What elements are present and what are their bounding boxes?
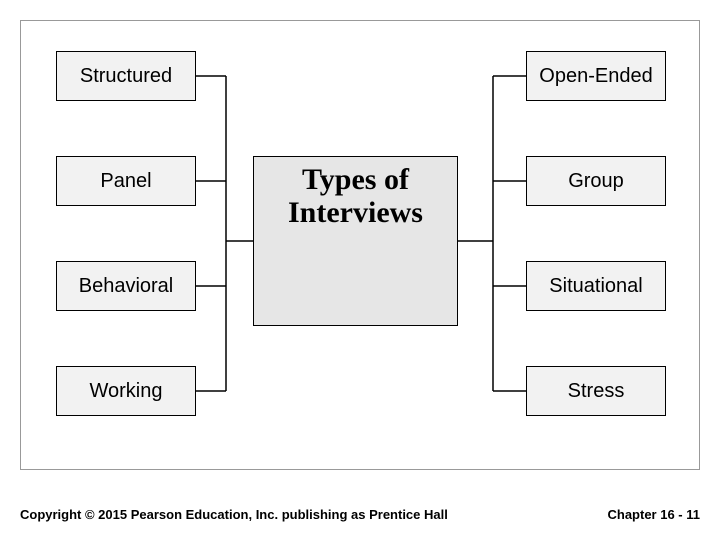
right-node-0: Open-Ended	[526, 51, 666, 101]
center-label: Types of Interviews	[254, 163, 457, 229]
right-node-1: Group	[526, 156, 666, 206]
right-node-3: Stress	[526, 366, 666, 416]
center-node: Types of Interviews	[253, 156, 458, 326]
chapter-text: Chapter 16 - 11	[608, 507, 701, 522]
left-node-0-label: Structured	[80, 65, 172, 88]
right-node-3-label: Stress	[568, 380, 625, 403]
left-node-3: Working	[56, 366, 196, 416]
left-node-3-label: Working	[90, 380, 163, 403]
right-node-0-label: Open-Ended	[539, 65, 652, 88]
left-node-0: Structured	[56, 51, 196, 101]
right-node-2-label: Situational	[549, 275, 642, 298]
left-node-1-label: Panel	[100, 170, 151, 193]
diagram-frame: Types of Interviews Structured Panel Behav…	[20, 20, 700, 470]
left-node-1: Panel	[56, 156, 196, 206]
right-node-2: Situational	[526, 261, 666, 311]
right-node-1-label: Group	[568, 170, 624, 193]
copyright-text: Copyright © 2015 Pearson Education, Inc.…	[20, 507, 448, 522]
left-node-2-label: Behavioral	[79, 275, 174, 298]
left-node-2: Behavioral	[56, 261, 196, 311]
footer: Copyright © 2015 Pearson Education, Inc.…	[20, 507, 700, 522]
